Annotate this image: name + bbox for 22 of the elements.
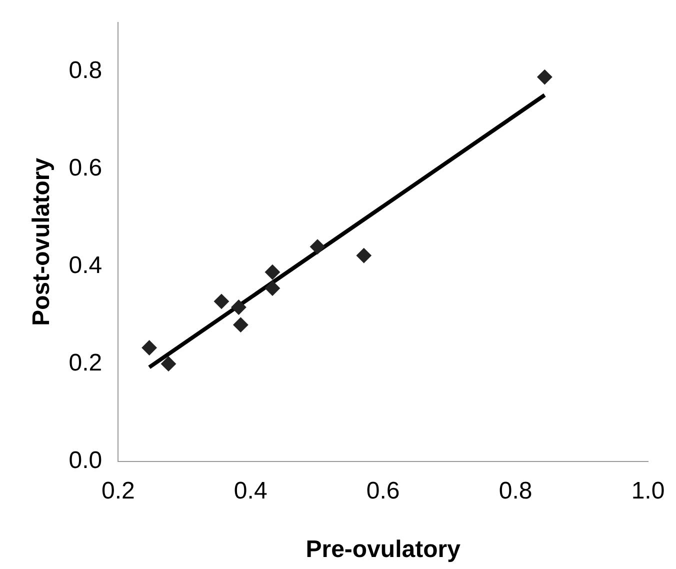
x-axis-title: Pre-ovulatory [306, 536, 462, 564]
y-tick-label: 0.0 [68, 447, 102, 474]
point [142, 340, 157, 356]
y-tick-label: 0.4 [68, 252, 102, 279]
point [310, 239, 326, 254]
x-tick-label: 0.8 [498, 477, 532, 504]
point [264, 280, 280, 296]
y-tick-label: 0.6 [68, 154, 102, 182]
x-tick-label: 0.4 [234, 477, 268, 504]
y-tick-label: 0.2 [68, 349, 102, 376]
point [161, 356, 176, 372]
point [231, 300, 246, 315]
point [537, 70, 552, 85]
y-tick-label: 0.8 [68, 56, 102, 84]
x-tick-label: 0.6 [366, 477, 400, 504]
point [356, 248, 372, 264]
x-tick-label: 1.0 [631, 477, 665, 504]
point [264, 264, 280, 280]
y-axis-title: Post-ovulatory [28, 157, 56, 326]
x-tick-label: 0.2 [101, 477, 135, 504]
point [233, 317, 248, 332]
point [214, 294, 229, 309]
